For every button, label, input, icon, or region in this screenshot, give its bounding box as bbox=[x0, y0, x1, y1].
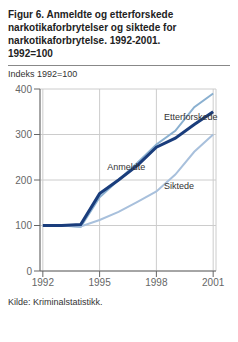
svg-text:0: 0 bbox=[26, 266, 32, 277]
html-text:Indeks 1992=100: Indeks 1992=100 bbox=[8, 69, 78, 79]
svg-text:1998: 1998 bbox=[145, 277, 168, 288]
svg-text:Etterforskede: Etterforskede bbox=[164, 112, 218, 122]
svg-text:1995: 1995 bbox=[88, 277, 111, 288]
svg-text:400: 400 bbox=[15, 84, 32, 95]
svg-text:2001: 2001 bbox=[202, 277, 225, 288]
svg-text:Anmeldte: Anmeldte bbox=[107, 162, 145, 172]
html-text:Figur 6. Anmeldte og etterfors: Figur 6. Anmeldte og etterforskede narko… bbox=[8, 9, 177, 59]
svg-text:Siktede: Siktede bbox=[164, 181, 194, 191]
svg-text:200: 200 bbox=[15, 175, 32, 186]
svg-text:300: 300 bbox=[15, 129, 32, 140]
html-text:Kilde: Kriminalstatistikk.: Kilde: Kriminalstatistikk. bbox=[8, 297, 103, 307]
svg-text:1992: 1992 bbox=[32, 277, 55, 288]
svg-text:100: 100 bbox=[15, 220, 32, 231]
